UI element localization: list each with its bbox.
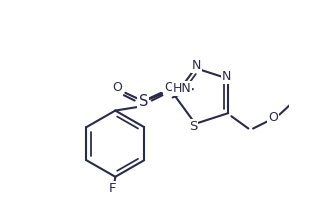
- Text: N: N: [192, 59, 202, 72]
- Text: F: F: [109, 182, 117, 195]
- Text: O: O: [164, 81, 174, 94]
- Text: N: N: [222, 70, 231, 83]
- Text: S: S: [139, 94, 148, 109]
- Text: S: S: [189, 120, 197, 133]
- Text: HN: HN: [173, 82, 191, 95]
- Text: O: O: [268, 111, 278, 124]
- Text: O: O: [113, 81, 123, 94]
